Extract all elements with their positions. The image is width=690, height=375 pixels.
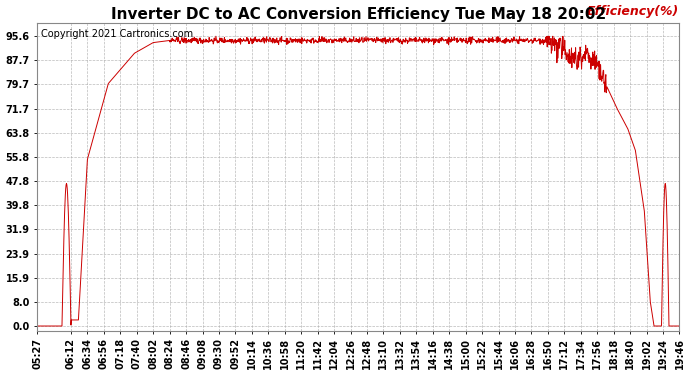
Text: Efficiency(%): Efficiency(%) <box>587 5 680 18</box>
Text: Copyright 2021 Cartronics.com: Copyright 2021 Cartronics.com <box>41 29 193 39</box>
Title: Inverter DC to AC Conversion Efficiency Tue May 18 20:02: Inverter DC to AC Conversion Efficiency … <box>111 7 606 22</box>
